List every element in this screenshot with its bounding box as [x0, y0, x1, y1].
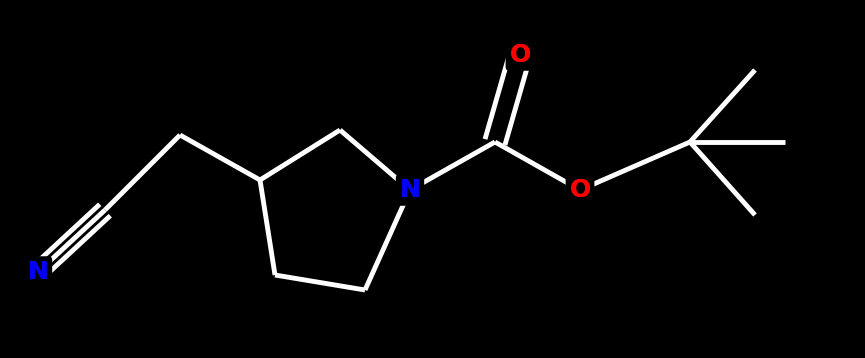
Text: O: O [509, 43, 530, 67]
Text: N: N [28, 260, 48, 284]
Text: O: O [569, 178, 591, 202]
Text: N: N [28, 260, 48, 284]
Text: N: N [400, 178, 420, 202]
Text: O: O [569, 178, 591, 202]
Text: O: O [509, 43, 530, 67]
Text: N: N [400, 178, 420, 202]
